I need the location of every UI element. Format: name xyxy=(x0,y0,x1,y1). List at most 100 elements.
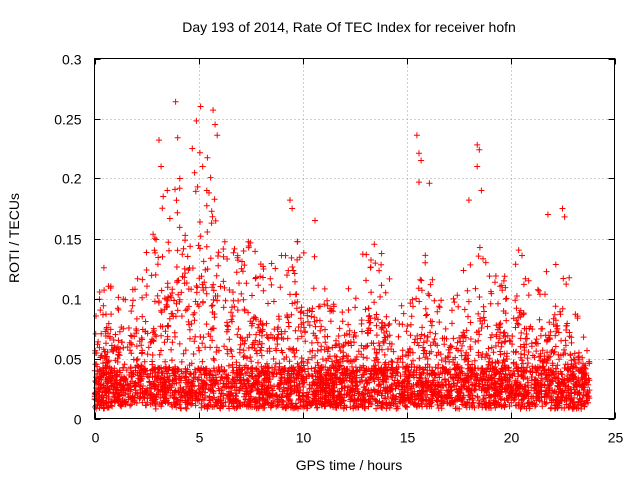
data-point xyxy=(305,356,312,363)
data-point xyxy=(474,163,481,170)
data-point xyxy=(553,389,560,396)
data-point xyxy=(501,273,508,280)
data-point xyxy=(352,304,359,311)
data-point xyxy=(291,270,298,277)
data-point xyxy=(233,359,240,366)
data-point xyxy=(559,205,566,212)
data-point xyxy=(230,297,237,304)
data-point xyxy=(409,390,416,397)
data-point xyxy=(487,288,494,295)
data-point xyxy=(543,268,550,275)
data-point xyxy=(467,373,474,380)
data-point xyxy=(381,329,387,336)
data-point xyxy=(292,327,299,334)
data-point xyxy=(219,403,226,410)
data-point xyxy=(518,357,525,364)
data-point xyxy=(187,335,193,342)
data-point xyxy=(492,343,499,349)
data-point xyxy=(171,329,178,336)
data-point xyxy=(226,287,233,293)
data-point xyxy=(361,371,368,378)
data-point xyxy=(296,254,303,261)
data-point xyxy=(400,310,407,317)
data-point xyxy=(515,321,522,328)
data-point xyxy=(426,180,433,187)
data-point xyxy=(176,340,183,347)
data-point xyxy=(106,357,112,364)
data-point xyxy=(375,340,382,346)
data-point xyxy=(210,107,217,114)
data-point xyxy=(363,251,370,258)
data-point xyxy=(294,385,301,392)
data-point xyxy=(176,175,183,182)
data-point xyxy=(431,336,438,343)
data-point xyxy=(525,349,532,355)
data-point xyxy=(554,393,561,400)
data-point xyxy=(446,358,453,365)
data-point xyxy=(449,320,455,327)
data-point xyxy=(467,343,474,350)
data-point xyxy=(221,284,228,291)
data-point xyxy=(251,404,258,410)
data-point xyxy=(586,358,593,365)
data-point xyxy=(166,215,173,222)
data-point xyxy=(171,395,178,401)
data-point xyxy=(183,405,190,412)
data-point xyxy=(488,344,495,351)
data-point xyxy=(252,248,259,255)
data-point xyxy=(410,372,416,379)
data-point xyxy=(325,355,332,362)
data-point xyxy=(330,308,337,315)
data-point xyxy=(256,321,262,328)
data-point xyxy=(229,353,236,360)
data-point xyxy=(236,346,243,353)
data-point xyxy=(300,319,307,326)
data-point xyxy=(551,311,558,318)
data-point xyxy=(529,326,536,333)
data-point xyxy=(312,364,319,371)
data-point xyxy=(195,242,202,249)
data-point xyxy=(549,347,556,354)
data-point xyxy=(258,352,265,359)
data-point xyxy=(559,305,566,312)
data-point xyxy=(119,386,126,393)
data-point xyxy=(495,339,502,346)
x-tick-label: 20 xyxy=(504,430,520,446)
data-point xyxy=(580,392,587,399)
data-point xyxy=(550,349,557,356)
data-point xyxy=(224,346,231,353)
data-point xyxy=(158,163,165,170)
data-point xyxy=(200,284,206,291)
data-point xyxy=(327,318,334,325)
data-point xyxy=(399,347,406,354)
data-point xyxy=(315,391,322,398)
data-point xyxy=(409,349,416,356)
data-point xyxy=(517,335,524,342)
data-point xyxy=(431,297,438,304)
data-point xyxy=(173,197,180,204)
data-point xyxy=(438,384,444,391)
data-point xyxy=(386,320,393,327)
data-point xyxy=(213,272,220,279)
data-point xyxy=(541,381,548,388)
data-point xyxy=(224,350,231,357)
data-point xyxy=(340,353,347,360)
data-point xyxy=(388,358,395,365)
data-point xyxy=(345,383,352,390)
data-point xyxy=(450,335,457,342)
data-point xyxy=(223,328,230,335)
data-point xyxy=(203,202,210,209)
data-point xyxy=(260,287,267,294)
data-point xyxy=(260,274,266,281)
data-point xyxy=(92,330,99,337)
data-point xyxy=(212,217,219,224)
data-point xyxy=(418,277,425,284)
data-point xyxy=(293,305,300,312)
data-point xyxy=(479,370,486,377)
data-point xyxy=(178,313,185,320)
data-point xyxy=(120,365,126,371)
data-point xyxy=(484,323,491,330)
data-point xyxy=(241,262,248,269)
data-point xyxy=(474,393,481,400)
data-point xyxy=(151,247,158,254)
